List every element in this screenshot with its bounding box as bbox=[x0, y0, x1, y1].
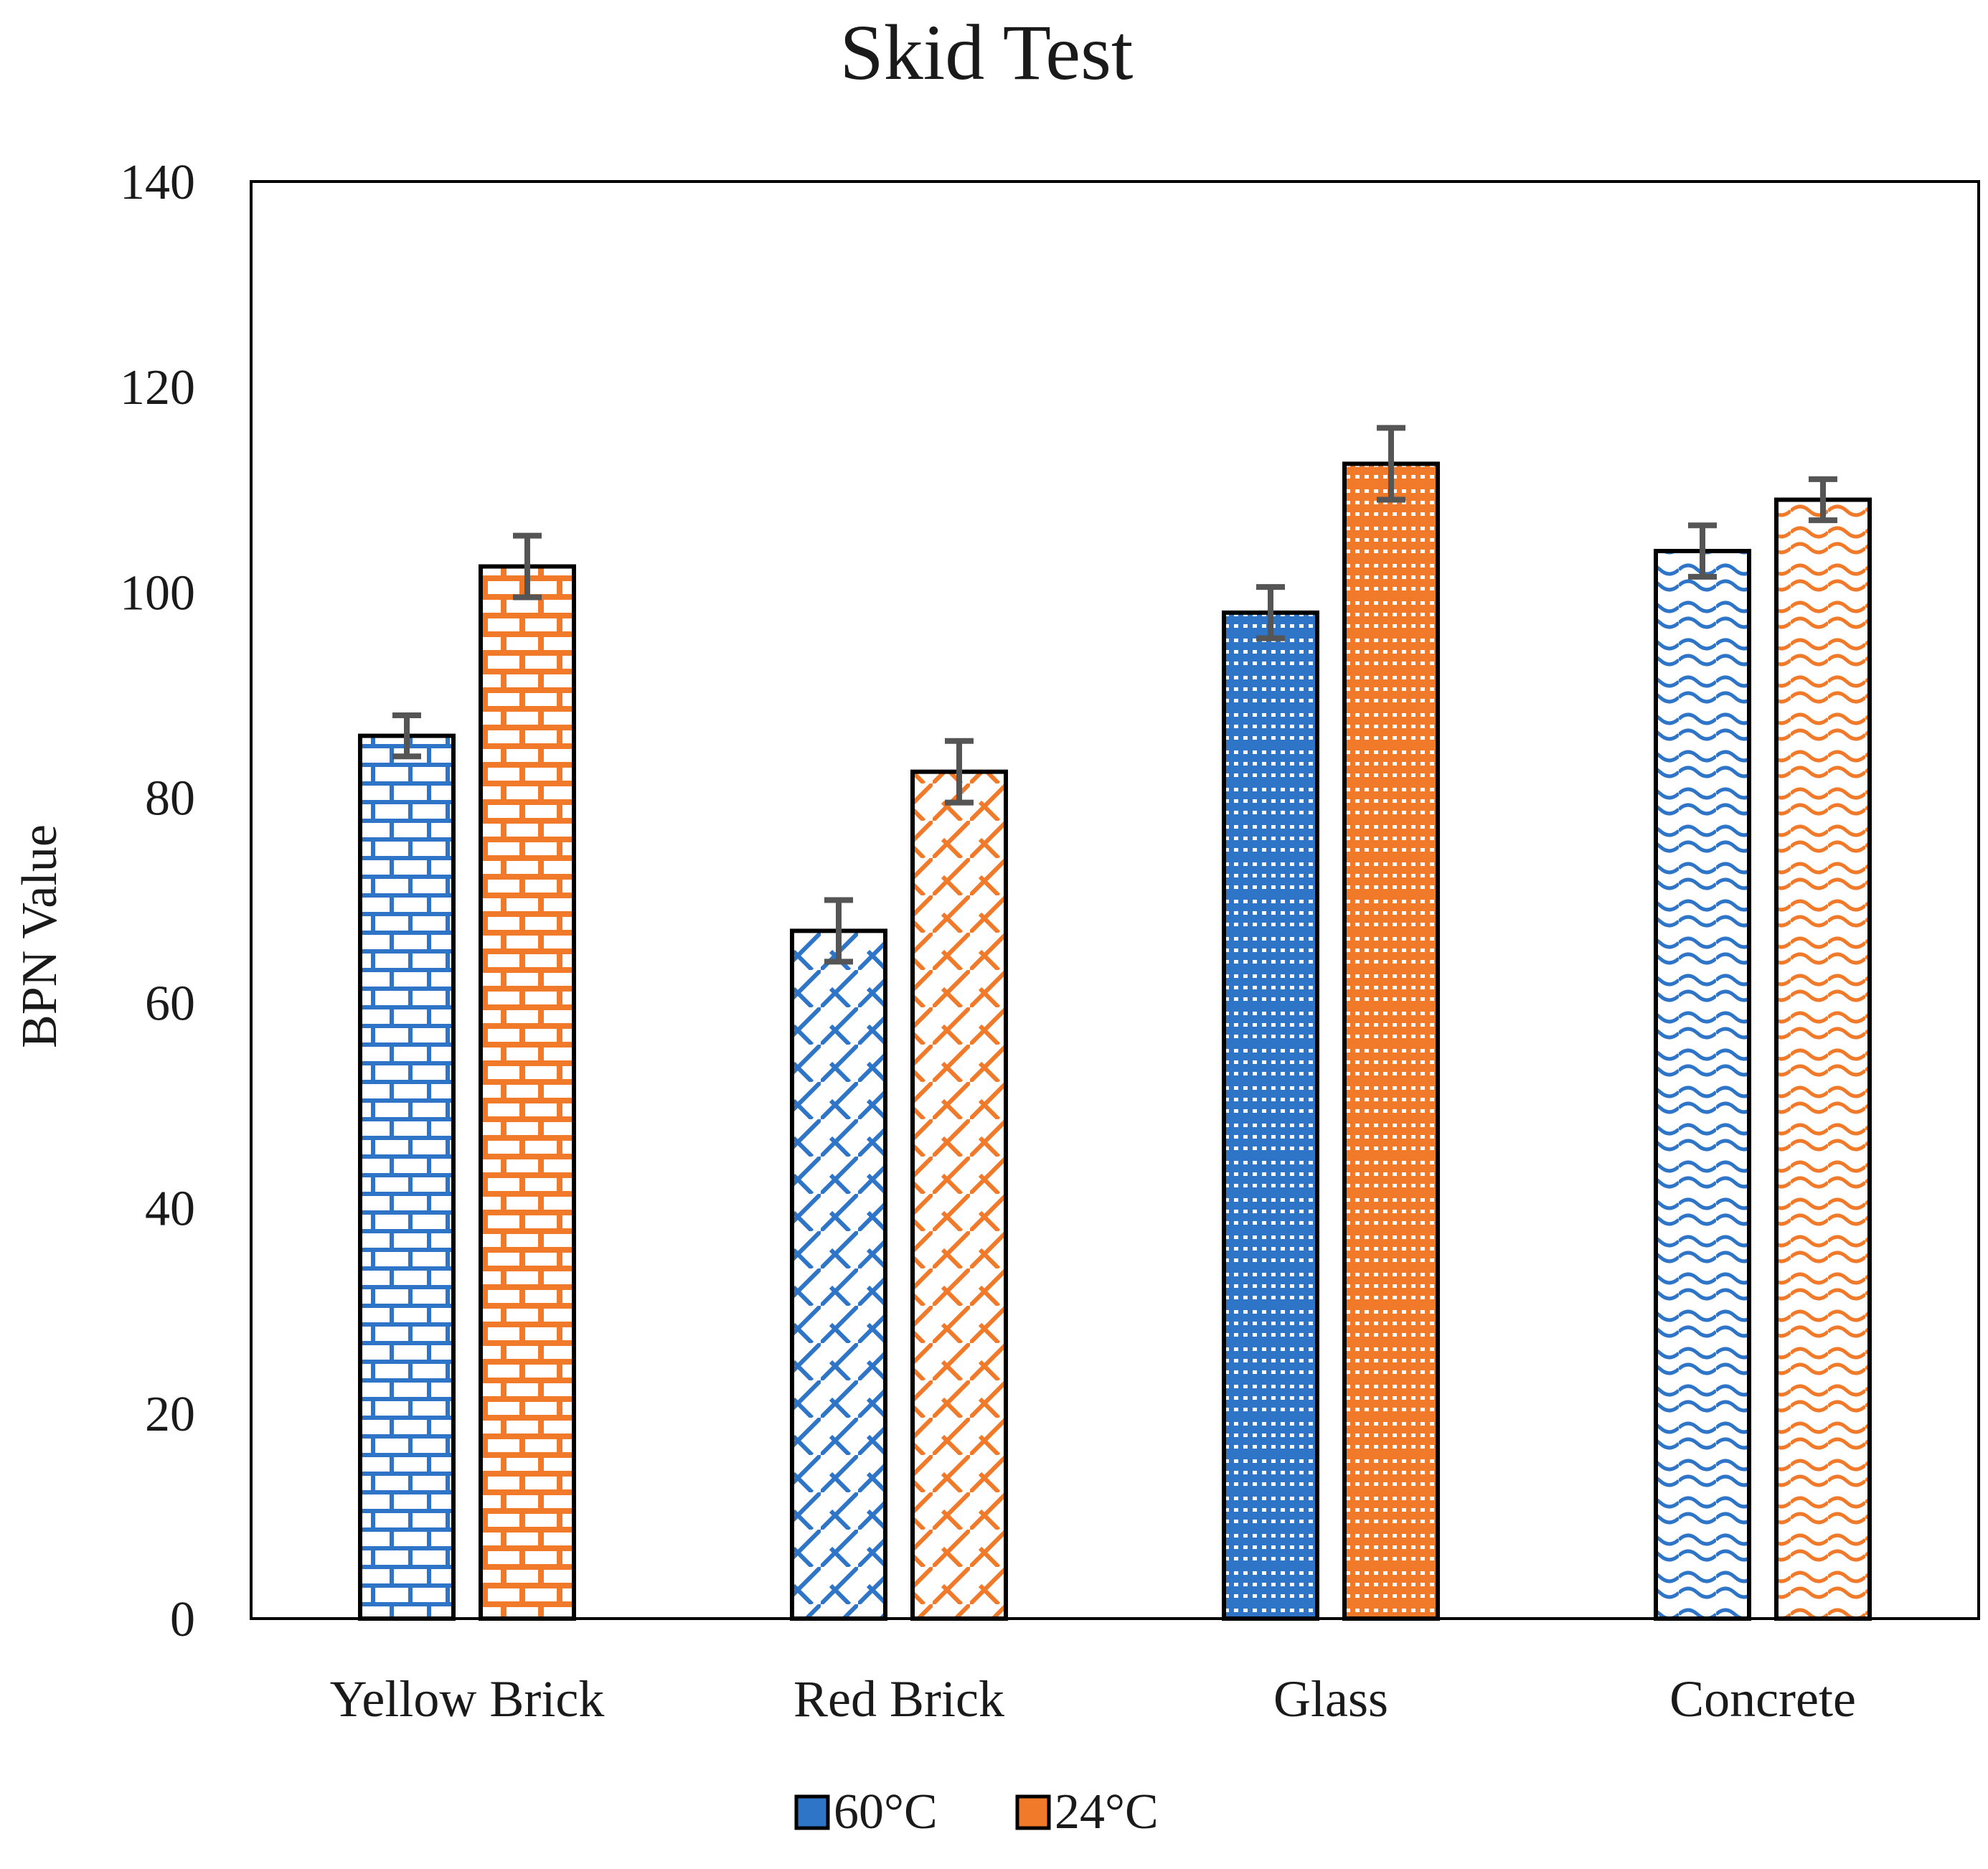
y-tick-label: 100 bbox=[120, 565, 195, 621]
x-category-label: Concrete bbox=[1669, 1670, 1856, 1728]
bar-concrete-24c bbox=[1774, 497, 1872, 1621]
error-bar bbox=[1256, 584, 1285, 641]
legend-swatch bbox=[1015, 1794, 1051, 1830]
y-tick-label: 0 bbox=[170, 1592, 195, 1647]
y-tick-label: 140 bbox=[120, 155, 195, 210]
error-bar bbox=[1809, 476, 1837, 524]
bar-red-brick-24c bbox=[910, 769, 1008, 1621]
plot-area-frame bbox=[250, 180, 1980, 1620]
legend-label: 60°C bbox=[834, 1784, 938, 1840]
legend: 60°C 24°C bbox=[794, 1784, 1159, 1840]
x-axis-labels: Yellow Brick Red Brick Glass Concrete bbox=[330, 1670, 1856, 1728]
chart-title: Skid Test bbox=[840, 9, 1134, 96]
y-tick-label: 80 bbox=[145, 771, 195, 826]
x-category-label: Red Brick bbox=[793, 1670, 1004, 1728]
bar-yellow-brick-24c bbox=[479, 564, 576, 1621]
y-axis-title: BPN Value bbox=[12, 824, 67, 1048]
y-tick-label: 120 bbox=[120, 360, 195, 415]
y-tick-label: 20 bbox=[145, 1387, 195, 1442]
legend-label: 24°C bbox=[1055, 1784, 1159, 1840]
error-bar bbox=[1688, 522, 1717, 580]
error-bar bbox=[1377, 425, 1405, 503]
bar-red-brick-60c bbox=[790, 928, 887, 1621]
y-axis-ticks: 0 20 40 60 80 100 120 140 bbox=[120, 155, 195, 1647]
error-bar bbox=[513, 532, 542, 601]
error-bar bbox=[392, 712, 421, 760]
x-category-label: Yellow Brick bbox=[330, 1670, 605, 1728]
x-category-label: Glass bbox=[1273, 1670, 1388, 1728]
bar-concrete-60c bbox=[1654, 549, 1751, 1621]
bar-glass-24c bbox=[1342, 461, 1440, 1621]
y-tick-label: 40 bbox=[145, 1182, 195, 1237]
error-bar bbox=[824, 897, 853, 965]
error-bars bbox=[392, 425, 1837, 965]
y-tick-label: 60 bbox=[145, 976, 195, 1032]
legend-swatch bbox=[794, 1794, 830, 1830]
error-bar bbox=[945, 738, 974, 806]
bar-glass-60c bbox=[1222, 610, 1319, 1621]
bars bbox=[358, 461, 1872, 1621]
bar-yellow-brick-60c bbox=[358, 733, 456, 1621]
